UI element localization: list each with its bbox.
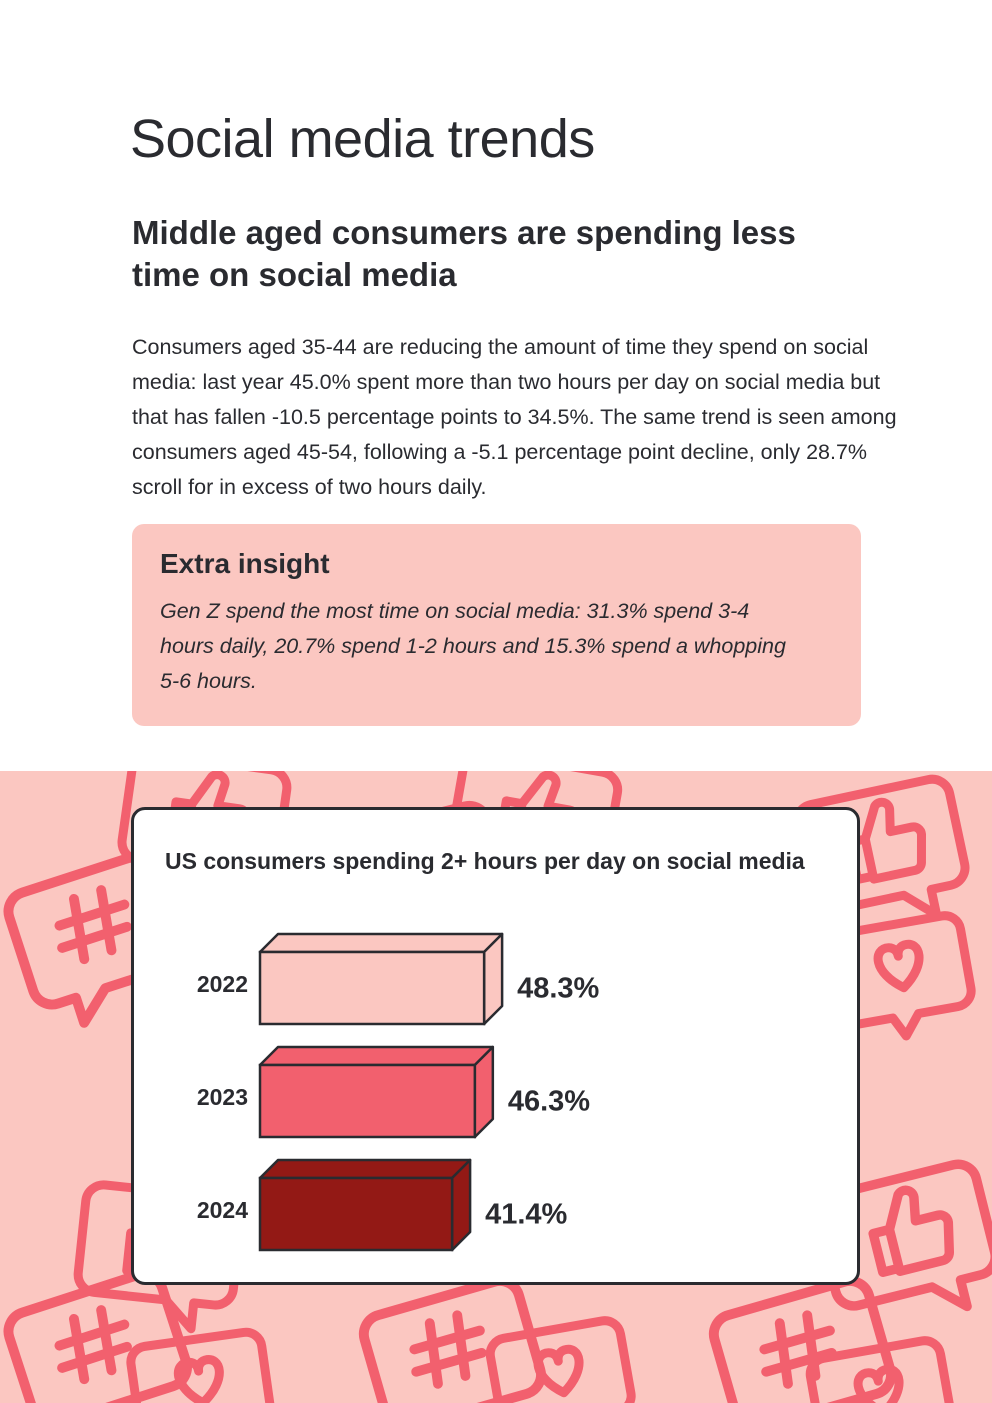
category-label: 2024 bbox=[197, 1197, 248, 1223]
hashtag-bubble-icon bbox=[708, 1276, 896, 1403]
bar-2022 bbox=[258, 932, 504, 1026]
bar-front-face bbox=[258, 1063, 477, 1139]
page-subtitle: Middle aged consumers are spending less … bbox=[132, 214, 796, 293]
bar-front-face bbox=[258, 1176, 454, 1252]
value-label: 41.4% bbox=[485, 1199, 567, 1231]
bar-top-face bbox=[258, 932, 504, 954]
bar-front-face bbox=[258, 950, 486, 1026]
category-label: 2023 bbox=[197, 1084, 248, 1110]
page-title: Social media trends bbox=[130, 109, 595, 169]
insight-title: Extra insight bbox=[160, 548, 330, 579]
bar-2024 bbox=[258, 1158, 472, 1252]
insight-text: Gen Z spend the most time on social medi… bbox=[160, 599, 786, 693]
heart-bubble-icon bbox=[485, 1316, 636, 1403]
body-paragraph: Consumers aged 35-44 are reducing the am… bbox=[132, 335, 897, 499]
extra-insight-box: Extra insight Gen Z spend the most time … bbox=[132, 524, 861, 726]
chart-card: US consumers spending 2+ hours per day o… bbox=[131, 807, 860, 1285]
hashtag-bubble-icon bbox=[358, 1276, 546, 1403]
heart-bubble-icon bbox=[126, 1327, 275, 1403]
bar-2023 bbox=[258, 1045, 495, 1139]
value-label: 48.3% bbox=[517, 973, 599, 1005]
value-label: 46.3% bbox=[508, 1086, 590, 1118]
bar-top-face bbox=[258, 1045, 495, 1067]
heart-bubble-icon bbox=[805, 1336, 956, 1403]
bar-chart: 2022 48.3% 2023 46.3% 2024 41.4% bbox=[197, 932, 600, 1252]
chart-title: US consumers spending 2+ hours per day o… bbox=[165, 848, 805, 874]
category-label: 2022 bbox=[197, 971, 248, 997]
bar-top-face bbox=[258, 1158, 472, 1180]
